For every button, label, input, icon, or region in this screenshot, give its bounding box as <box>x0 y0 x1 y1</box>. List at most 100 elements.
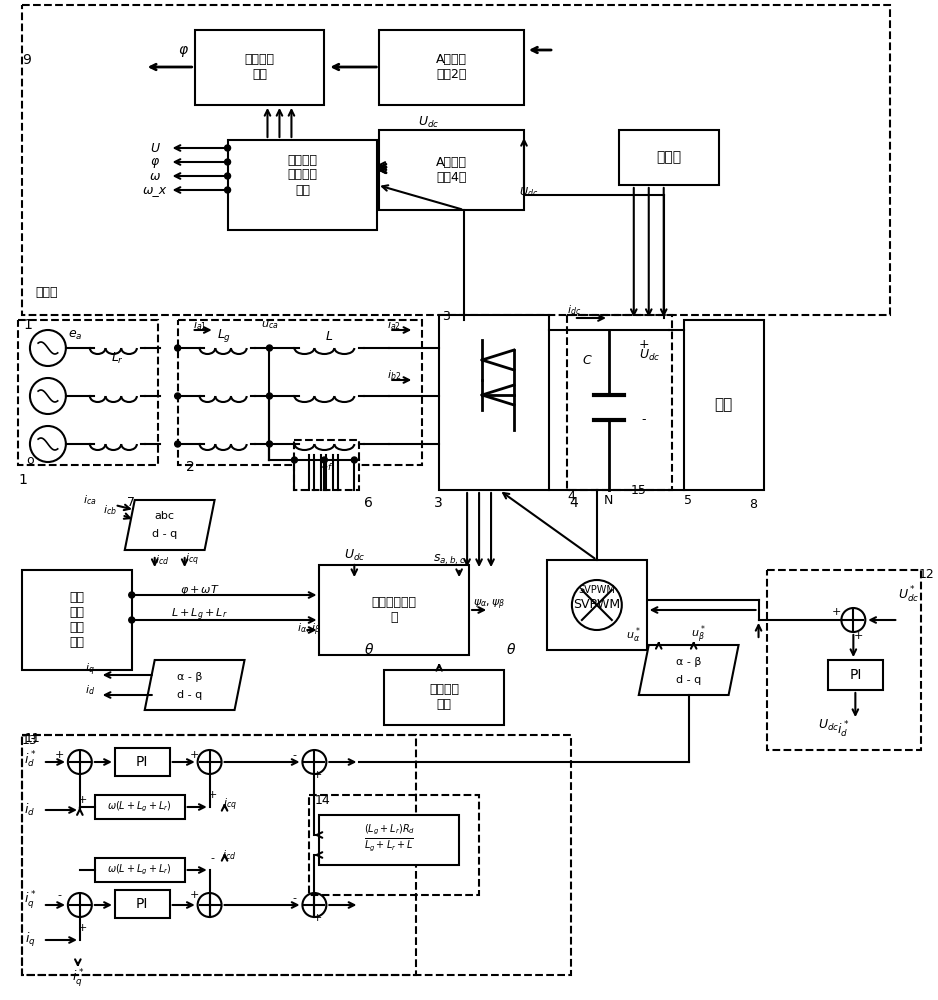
FancyBboxPatch shape <box>95 858 185 882</box>
Text: $i_{\alpha},i_{\beta}$: $i_{\alpha},i_{\beta}$ <box>297 622 322 638</box>
Text: 启动前: 启动前 <box>35 286 57 300</box>
Text: θ: θ <box>365 643 373 657</box>
FancyBboxPatch shape <box>228 140 377 230</box>
Text: A相电流
采样2次: A相电流 采样2次 <box>435 53 466 81</box>
Text: $\omega(L+L_g+L_r)$: $\omega(L+L_g+L_r)$ <box>107 800 173 814</box>
Circle shape <box>174 345 181 351</box>
Text: $u^*_{\alpha}$: $u^*_{\alpha}$ <box>627 625 641 645</box>
Text: $i_{cq}$: $i_{cq}$ <box>185 552 199 568</box>
Text: $\omega(L+L_g+L_r)$: $\omega(L+L_g+L_r)$ <box>107 863 173 877</box>
FancyBboxPatch shape <box>828 660 884 690</box>
Text: $U_{dc}$: $U_{dc}$ <box>343 547 365 563</box>
Text: $i^*_q$: $i^*_q$ <box>23 889 37 911</box>
Text: $U_{dc}$: $U_{dc}$ <box>818 717 840 733</box>
FancyBboxPatch shape <box>684 320 764 490</box>
Text: α - β: α - β <box>676 657 702 667</box>
Text: φ: φ <box>178 43 188 57</box>
Text: 13: 13 <box>22 734 38 746</box>
Text: U: U <box>150 141 159 154</box>
Text: d - q: d - q <box>177 690 203 700</box>
Circle shape <box>224 159 231 165</box>
FancyBboxPatch shape <box>439 315 549 490</box>
Text: $U^*_{dc}$: $U^*_{dc}$ <box>898 585 919 605</box>
Text: +: + <box>854 631 863 641</box>
FancyBboxPatch shape <box>22 570 131 670</box>
Text: +: + <box>639 338 649 352</box>
Text: $i_{cb}$: $i_{cb}$ <box>103 503 116 517</box>
Text: 15: 15 <box>631 484 646 496</box>
Text: +: + <box>78 795 87 805</box>
Text: $L+L_g+L_r$: $L+L_g+L_r$ <box>172 607 228 623</box>
Text: $i^*_q$: $i^*_q$ <box>71 967 84 989</box>
Text: 7: 7 <box>127 496 135 510</box>
Text: PI: PI <box>135 755 148 769</box>
Text: $i_{a2}$: $i_{a2}$ <box>387 318 401 332</box>
Text: SVPWM: SVPWM <box>573 598 620 611</box>
Text: 1: 1 <box>23 318 32 332</box>
FancyBboxPatch shape <box>385 670 504 725</box>
Text: $\varphi+\omega T$: $\varphi+\omega T$ <box>180 583 219 597</box>
Text: 虚拟磁链观测
器: 虚拟磁链观测 器 <box>371 596 416 624</box>
FancyBboxPatch shape <box>295 440 359 490</box>
Text: 8: 8 <box>749 498 758 512</box>
FancyBboxPatch shape <box>114 748 170 776</box>
FancyBboxPatch shape <box>547 560 647 650</box>
Text: $L_r$: $L_r$ <box>112 350 124 366</box>
Text: $u_{ca}$: $u_{ca}$ <box>261 319 279 331</box>
Circle shape <box>224 187 231 193</box>
Circle shape <box>174 441 181 447</box>
FancyBboxPatch shape <box>114 890 170 918</box>
Text: 9: 9 <box>22 53 31 67</box>
Text: -: - <box>642 414 646 426</box>
Text: 零矢量: 零矢量 <box>657 150 681 164</box>
Text: +: + <box>312 913 322 923</box>
Text: 3: 3 <box>434 496 443 510</box>
Text: 辨识
所得
电网
参数: 辨识 所得 电网 参数 <box>69 591 84 649</box>
Text: $L_g$: $L_g$ <box>218 328 232 344</box>
Text: +: + <box>312 770 322 780</box>
Text: $U_{dc}$: $U_{dc}$ <box>639 347 660 363</box>
FancyBboxPatch shape <box>319 565 469 655</box>
Text: PI: PI <box>135 897 148 911</box>
Text: +: + <box>208 790 218 800</box>
Text: $i_q$: $i_q$ <box>24 931 36 949</box>
Text: $i_{b2}$: $i_{b2}$ <box>387 368 401 382</box>
Text: $s_{a,b,c}$: $s_{a,b,c}$ <box>432 553 465 567</box>
Text: -: - <box>293 893 296 903</box>
Circle shape <box>224 173 231 179</box>
Circle shape <box>174 393 181 399</box>
Text: $i^*_d$: $i^*_d$ <box>23 750 37 770</box>
Text: PI: PI <box>849 668 861 682</box>
Text: 4: 4 <box>569 496 578 510</box>
FancyBboxPatch shape <box>95 795 185 819</box>
Text: 11: 11 <box>25 732 40 744</box>
Text: 5: 5 <box>684 493 691 506</box>
Text: 1: 1 <box>18 473 27 487</box>
Text: ω_x: ω_x <box>143 184 167 196</box>
Circle shape <box>129 592 135 598</box>
Text: $i_d$: $i_d$ <box>24 802 36 818</box>
Text: +: + <box>78 923 87 933</box>
Text: $i_{cd}$: $i_{cd}$ <box>155 553 169 567</box>
Polygon shape <box>125 500 215 550</box>
Circle shape <box>292 457 297 463</box>
Text: $\overline{L_g+L_r+L}$: $\overline{L_g+L_r+L}$ <box>364 836 415 854</box>
Circle shape <box>224 145 231 151</box>
Text: φ: φ <box>151 155 159 168</box>
Text: $(L_g+L_r)R_d$: $(L_g+L_r)R_d$ <box>364 823 415 837</box>
Circle shape <box>129 617 135 623</box>
Text: 3: 3 <box>442 310 450 322</box>
Circle shape <box>322 457 327 463</box>
FancyBboxPatch shape <box>319 815 459 865</box>
Text: $U_{dc}$: $U_{dc}$ <box>418 114 440 130</box>
Text: ω: ω <box>149 169 160 182</box>
Text: 负载: 负载 <box>715 397 733 412</box>
Text: 6: 6 <box>364 496 373 510</box>
Text: N: N <box>604 493 613 506</box>
Text: +: + <box>189 890 199 900</box>
Text: d - q: d - q <box>152 529 177 539</box>
FancyBboxPatch shape <box>379 30 524 105</box>
Text: o: o <box>26 454 34 466</box>
Text: $U_{dc}$: $U_{dc}$ <box>520 185 538 199</box>
Circle shape <box>266 393 272 399</box>
